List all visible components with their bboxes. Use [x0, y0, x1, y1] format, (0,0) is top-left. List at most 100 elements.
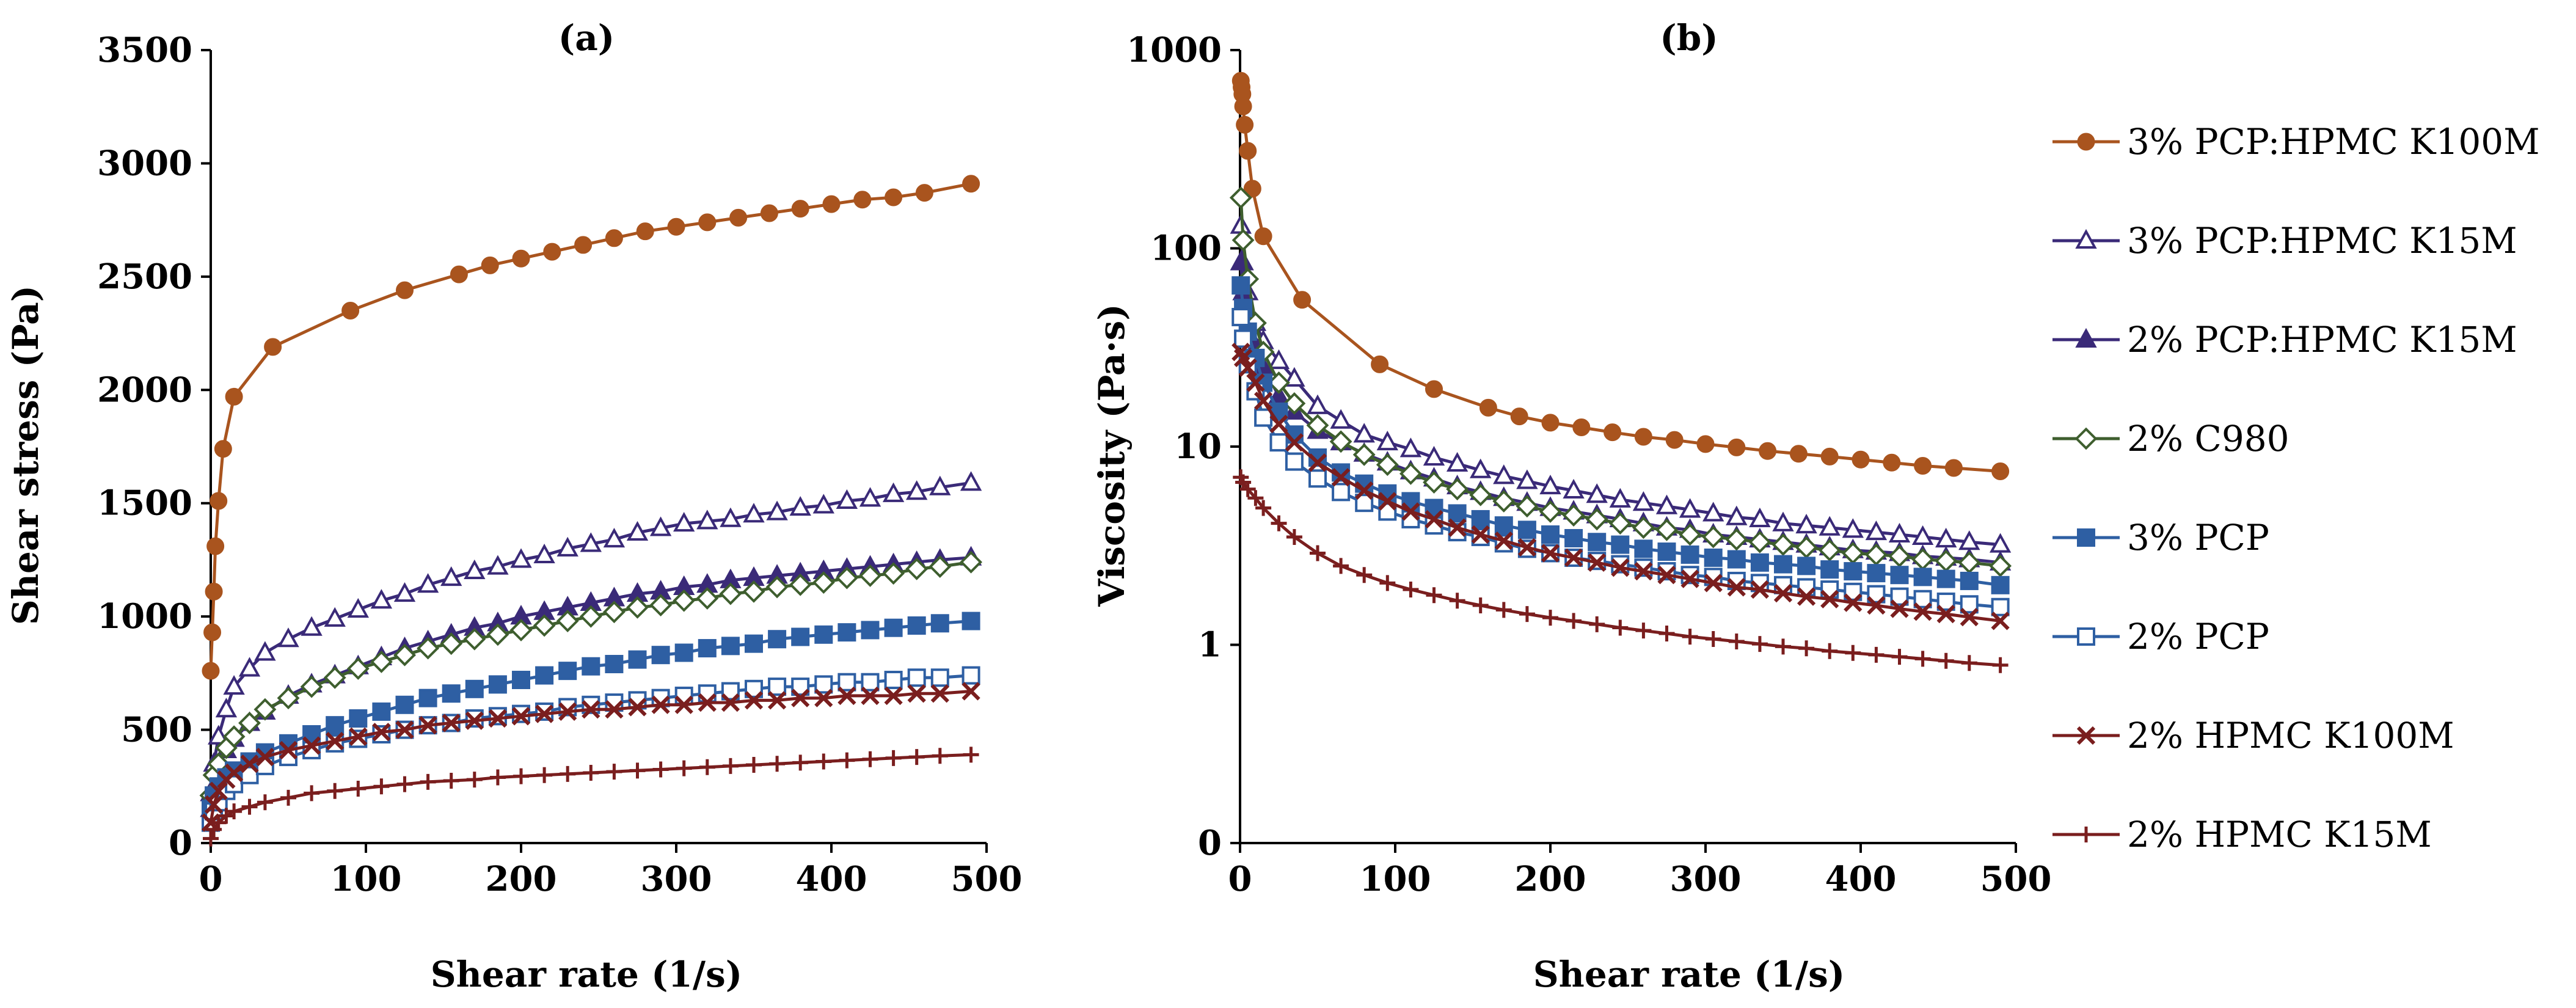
legend-marker	[2077, 627, 2095, 646]
panel-a-data-point	[574, 236, 593, 254]
panel-a-data-point	[674, 643, 693, 662]
panel-a-data-point	[300, 675, 323, 698]
panel-b-data-point	[1655, 518, 1678, 541]
panel-a-data-point	[396, 776, 413, 792]
panel-a-data-point	[628, 698, 647, 717]
panel-a-data-point	[667, 217, 685, 236]
panel-b-data-point	[1371, 355, 1389, 373]
panel-a-data-point	[673, 589, 696, 612]
panel-a-data-point	[698, 693, 717, 712]
panel-b-data-point	[1236, 115, 1254, 134]
panel-b-series	[1229, 71, 2012, 673]
panel-a-data-point	[420, 773, 436, 790]
legend-label: 2% HPMC K15M	[2127, 814, 2432, 855]
panel-a-data-point	[277, 627, 299, 648]
panel-a-data-point	[509, 618, 533, 641]
panel-b-data-point	[1913, 568, 1932, 586]
panel-a-data-point	[961, 612, 980, 630]
panel-a-series-7	[201, 682, 980, 832]
panel-a-data-point	[929, 475, 951, 495]
panel-a-data-point	[722, 758, 739, 774]
panel-b-data-point	[1795, 536, 1818, 559]
panel-b-data-point	[1470, 458, 1492, 478]
panel-a-data-point	[859, 564, 881, 587]
panel-b-data-point	[1448, 518, 1467, 537]
panel-a-series-8	[203, 747, 979, 847]
panel-a-data-point	[651, 646, 670, 665]
panel-b-data-point	[1696, 435, 1715, 453]
panel-b-data-point	[1517, 520, 1536, 539]
panel-b-data-point	[1797, 557, 1816, 575]
panel-b-data-point	[1938, 652, 1954, 669]
panel-b-data-point	[1914, 651, 1931, 667]
panel-b-data-point	[1611, 535, 1630, 554]
panel-b-data-point	[1749, 507, 1771, 527]
legend-item: 3% PCP:HPMC K15M	[2052, 220, 2517, 261]
panel-a-data-point	[240, 754, 259, 773]
panel-a-data-point	[853, 191, 872, 209]
panel-a-data-point	[674, 695, 693, 714]
panel-a-data-point	[582, 700, 600, 719]
panel-b-data-point	[1562, 504, 1585, 527]
panel-a-data-point	[535, 666, 554, 685]
panel-b-data-point	[1231, 276, 1250, 295]
panel-b-data-point	[1446, 451, 1469, 472]
panel-b-data-point	[1423, 471, 1445, 494]
panel-b-data-point	[1867, 596, 1886, 615]
panel-b-data-point	[1819, 516, 1841, 536]
panel-b-series-1	[1231, 71, 2010, 481]
panel-a-data-point	[347, 597, 369, 618]
panel-a-data-point	[202, 662, 220, 680]
panel-b-data-point	[1493, 464, 1515, 484]
panel-a-y-tick-label: 1000	[97, 596, 192, 637]
panel-b-data-point	[1797, 587, 1816, 606]
panel-a-y-tick-label: 3000	[97, 143, 192, 183]
panel-a-series-5	[202, 612, 980, 819]
panel-a-data-point	[743, 503, 765, 523]
panel-b-data-point	[1231, 308, 1250, 327]
panel-b-data-point	[1702, 502, 1724, 522]
panel-b-data-point	[1655, 494, 1678, 514]
panel-a-data-point	[907, 668, 926, 687]
panel-a-data-point	[224, 763, 244, 783]
panel-a-data-point	[812, 571, 835, 594]
panel-a-x-axis-label: Shear rate (1/s)	[431, 954, 742, 995]
panel-b-data-point	[1519, 606, 1535, 623]
panel-a-data-point	[720, 507, 742, 527]
panel-a-data-point	[930, 684, 949, 703]
panel-b-data-point	[1665, 431, 1684, 449]
panel-a-data-point	[789, 496, 811, 516]
panel-b-x-tick-label: 0	[1228, 859, 1252, 899]
panel-b-data-point	[1845, 645, 1861, 661]
panel-a-data-point	[512, 249, 530, 268]
panel-b-data-point	[1750, 553, 1769, 572]
panel-b-data-point	[1566, 613, 1582, 629]
panel-a-data-point	[215, 698, 238, 718]
panel-b-data-point	[1542, 610, 1558, 626]
panel-b-data-point	[1234, 97, 1252, 115]
panel-a-data-point	[395, 695, 414, 714]
panel-b-data-point	[1914, 456, 1932, 475]
panel-b-data-point	[1329, 430, 1352, 453]
panel-a-data-point	[837, 673, 856, 692]
panel-b-data-point	[1331, 468, 1351, 487]
panel-a-data-point	[558, 662, 577, 681]
panel-b-data-point	[1789, 445, 1808, 463]
panel-b-data-point	[1399, 437, 1422, 458]
panel-b-data-point	[1704, 548, 1723, 567]
panel-b-data-point	[1376, 431, 1398, 451]
panel-b-data-point	[1727, 550, 1746, 569]
panel-a-data-point	[341, 301, 360, 320]
panel-a-title: (a)	[558, 17, 615, 59]
panel-a-data-point	[651, 695, 670, 714]
panel-b-series-8	[1233, 469, 2009, 673]
panel-a-data-point	[814, 688, 833, 707]
panel-a-data-point	[373, 778, 390, 795]
panel-a-data-point	[882, 562, 905, 585]
panel-a-y-tick-label: 1500	[97, 483, 192, 524]
panel-a-data-point	[326, 716, 345, 735]
panel-a-data-point	[696, 587, 719, 610]
panel-b-data-point	[1285, 452, 1304, 471]
panel-b-data-point	[1844, 562, 1863, 581]
panel-a-data-point	[812, 494, 834, 514]
